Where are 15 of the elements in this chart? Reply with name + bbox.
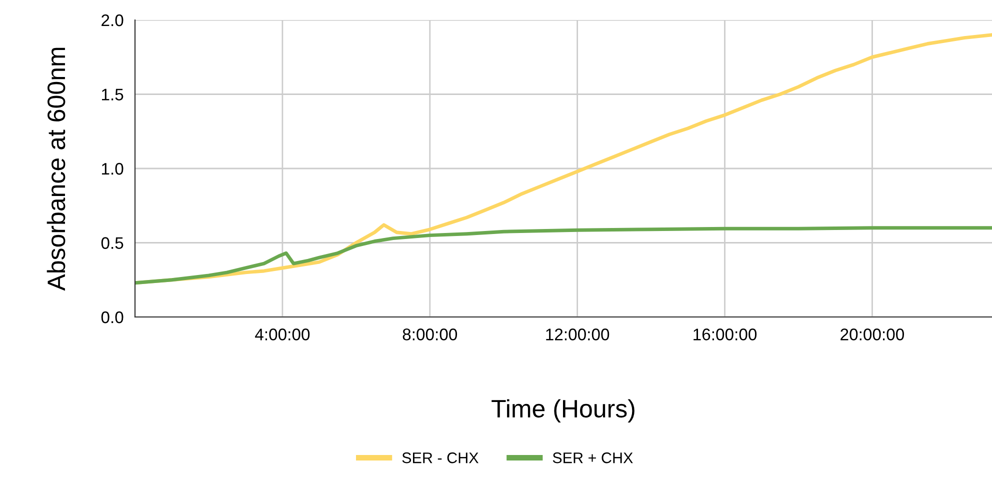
x-axis-title: Time (Hours): [492, 399, 634, 422]
legend-label: SER + CHX: [552, 452, 633, 464]
x-tick-label: 8:00:00: [402, 328, 458, 340]
x-tick-label: 4:00:00: [255, 328, 310, 340]
x-tick-label: 20:00:00: [840, 328, 904, 340]
legend-label: SER - CHX: [402, 452, 478, 464]
y-axis-title: Absorbance at 600nm: [46, 48, 66, 291]
line-series: [135, 226, 992, 285]
y-tick-label: 1.0: [102, 162, 124, 175]
y-tick-label: 1.5: [102, 88, 124, 100]
x-tick-label: 12:00:00: [546, 328, 610, 340]
y-tick-label: 2.0: [102, 14, 124, 26]
y-tick-label: 0.5: [101, 237, 124, 249]
y-tick-label: 0.0: [101, 311, 124, 324]
x-tick-label: 16:00:00: [694, 328, 757, 340]
